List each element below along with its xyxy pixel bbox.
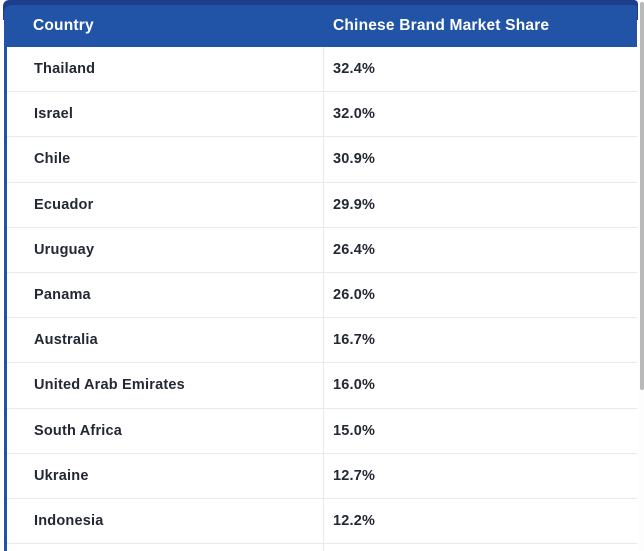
share-cell: 32.4% xyxy=(333,61,376,78)
country-cell: Ecuador xyxy=(7,182,324,227)
table-body: Thailand 32.4% Israel 32.0% Chile 30.9% Ecuado… xyxy=(4,47,637,551)
share-cell: 16.0% xyxy=(333,377,376,394)
table-row: United Arab Emirates 16.0% xyxy=(7,363,637,409)
share-cell: 26.0% xyxy=(333,287,376,304)
share-cell: 30.9% xyxy=(333,151,376,168)
table-row: Indonesia 12.2% xyxy=(7,498,637,545)
column-header-market-share: Chinese Brand Market Share xyxy=(333,17,550,34)
country-cell: Chile xyxy=(7,137,324,182)
table-row-partial xyxy=(7,544,637,551)
table-header-row: Country Chinese Brand Market Share xyxy=(4,5,637,47)
table-row: Ecuador 29.9% xyxy=(7,182,637,228)
table-row: Australia 16.7% xyxy=(7,318,637,364)
table-row: Panama 26.0% xyxy=(7,272,637,319)
country-cell: Australia xyxy=(7,318,324,363)
column-header-country: Country xyxy=(33,17,94,34)
share-cell: 12.7% xyxy=(333,467,376,484)
table-row: Israel 32.0% xyxy=(7,92,637,138)
country-cell: United Arab Emirates xyxy=(7,363,324,408)
share-cell: 12.2% xyxy=(333,512,376,529)
country-cell: Israel xyxy=(7,92,324,137)
country-cell: Thailand xyxy=(7,47,324,92)
country-cell: South Africa xyxy=(7,408,324,453)
country-cell-empty xyxy=(7,544,324,551)
share-cell: 26.4% xyxy=(333,241,376,258)
country-cell: Uruguay xyxy=(7,227,324,272)
market-share-table: Country Chinese Brand Market Share Thail… xyxy=(4,5,637,551)
table-row: Ukraine 12.7% xyxy=(7,453,637,499)
table-row: Chile 30.9% xyxy=(7,137,637,183)
country-cell: Ukraine xyxy=(7,453,324,498)
country-cell: Panama xyxy=(7,272,324,318)
table-row: South Africa 15.0% xyxy=(7,408,637,454)
table-row: Thailand 32.4% xyxy=(7,47,637,93)
scrollbar-thumb[interactable] xyxy=(640,2,644,390)
country-cell: Indonesia xyxy=(7,498,324,544)
share-cell: 15.0% xyxy=(333,422,376,439)
share-cell: 16.7% xyxy=(333,332,376,349)
scrollbar-track[interactable] xyxy=(639,0,644,551)
share-cell: 29.9% xyxy=(333,196,376,213)
table-row: Uruguay 26.4% xyxy=(7,227,637,273)
share-cell: 32.0% xyxy=(333,106,376,123)
